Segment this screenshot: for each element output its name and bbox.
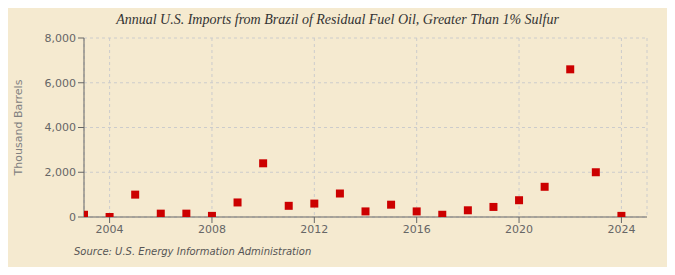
svg-text:2024: 2024 [607, 223, 635, 236]
html-text:Source: U.S. Energy Informatio: Source: U.S. Energy Information Administ… [74, 246, 312, 257]
svg-text:6,000: 6,000 [45, 77, 77, 90]
svg-text:2,000: 2,000 [45, 166, 77, 179]
html-text:Annual U.S. Imports from Brazi: Annual U.S. Imports from Brazil of Resid… [116, 12, 559, 27]
svg-text:2012: 2012 [300, 223, 328, 236]
svg-text:2008: 2008 [198, 223, 226, 236]
svg-text:Thousand Barrels: Thousand Barrels [12, 79, 25, 176]
svg-text:2016: 2016 [403, 223, 431, 236]
svg-text:8,000: 8,000 [45, 32, 77, 45]
svg-text:4,000: 4,000 [45, 121, 77, 134]
svg-text:2004: 2004 [96, 223, 124, 236]
svg-text:0: 0 [69, 211, 76, 224]
svg-text:2020: 2020 [505, 223, 533, 236]
